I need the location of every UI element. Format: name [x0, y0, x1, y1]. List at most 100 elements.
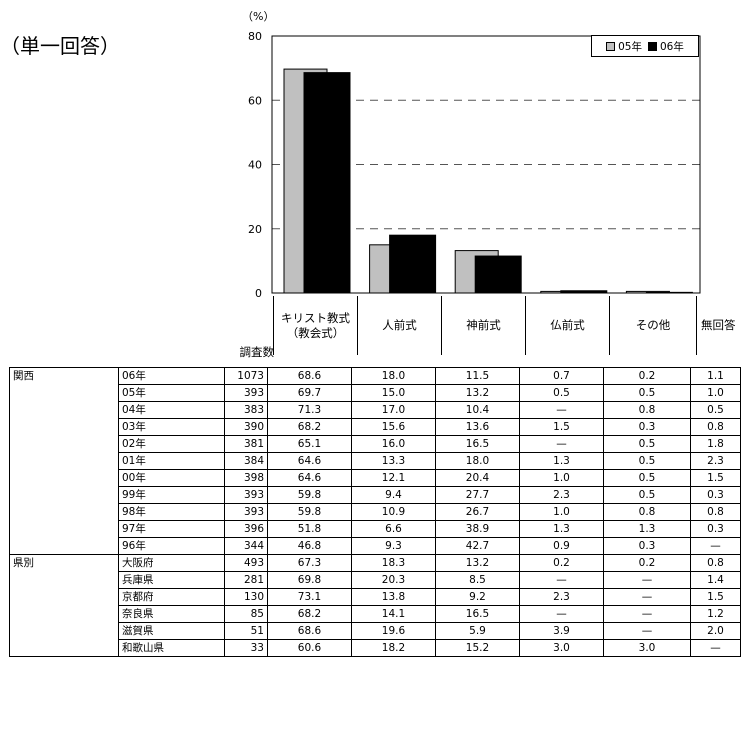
- cell-value: 27.7: [435, 486, 520, 504]
- cell-value: 18.0: [435, 452, 520, 470]
- cell-value: 59.8: [267, 486, 352, 504]
- row-group: [9, 469, 119, 487]
- row-label: 98年: [118, 503, 225, 521]
- cell-value: 59.8: [267, 503, 352, 521]
- cell-value: 9.3: [351, 537, 436, 555]
- heading: （単一回答）: [0, 34, 120, 58]
- cell-value: 0.8: [690, 503, 741, 521]
- table-row: 01年 384 64.6 13.3 18.0 1.3 0.5 2.3: [9, 452, 741, 470]
- bar-06: [303, 72, 351, 294]
- cell-value: 9.2: [435, 588, 520, 606]
- cell-value: 0.5: [603, 486, 691, 504]
- cell-value: 1.2: [690, 605, 741, 623]
- cell-value: 18.0: [351, 367, 436, 385]
- cell-value: 13.8: [351, 588, 436, 606]
- table-row: 98年 393 59.8 10.9 26.7 1.0 0.8 0.8: [9, 503, 741, 521]
- table-row: 03年 390 68.2 15.6 13.6 1.5 0.3 0.8: [9, 418, 741, 436]
- row-group: [9, 401, 119, 419]
- cell-value: 10.4: [435, 401, 520, 419]
- cell-value: 13.6: [435, 418, 520, 436]
- cell-value: 1.0: [690, 384, 741, 402]
- cell-value: 16.5: [435, 605, 520, 623]
- y-tick-label: 80: [248, 30, 262, 43]
- legend-swatch-06: [648, 41, 657, 51]
- cell-value: 0.5: [603, 469, 691, 487]
- cell-value: 69.8: [267, 571, 352, 589]
- cell-value: 3.0: [519, 639, 604, 657]
- legend-label-06: 06年: [660, 40, 684, 53]
- column-header: キリスト教式 （教会式）: [273, 296, 357, 355]
- cell-value: —: [690, 639, 741, 657]
- cell-value: 17.0: [351, 401, 436, 419]
- row-count: 130: [224, 588, 268, 606]
- cell-value: 14.1: [351, 605, 436, 623]
- row-label: 02年: [118, 435, 225, 453]
- cell-value: 73.1: [267, 588, 352, 606]
- row-label: 和歌山県: [118, 639, 225, 657]
- row-label: 04年: [118, 401, 225, 419]
- cell-value: 1.3: [519, 520, 604, 538]
- cell-value: 71.3: [267, 401, 352, 419]
- row-count: 384: [224, 452, 268, 470]
- cell-value: 16.0: [351, 435, 436, 453]
- cell-value: 1.5: [519, 418, 604, 436]
- cell-value: 0.8: [690, 554, 741, 572]
- row-group: [9, 622, 119, 640]
- cell-value: —: [603, 622, 691, 640]
- cell-value: 0.5: [603, 452, 691, 470]
- column-header: その他: [609, 296, 696, 355]
- table-row: 奈良県 85 68.2 14.1 16.5— —1.2: [9, 605, 741, 623]
- row-count: 1073: [224, 367, 268, 385]
- cell-value: 13.2: [435, 554, 520, 572]
- cell-value: —: [519, 571, 604, 589]
- cell-value: 16.5: [435, 435, 520, 453]
- row-label: 99年: [118, 486, 225, 504]
- row-count: 344: [224, 537, 268, 555]
- cell-value: —: [519, 401, 604, 419]
- table-row: 96年 344 46.8 9.3 42.7 0.9 0.3—: [9, 537, 741, 555]
- row-group: [9, 418, 119, 436]
- table-row: 京都府 130 73.1 13.8 9.2 2.3—1.5: [9, 588, 741, 606]
- column-header-line2: （教会式）: [286, 325, 345, 340]
- legend: 05年 06年: [591, 35, 699, 57]
- row-label: 京都府: [118, 588, 225, 606]
- cell-value: 1.1: [690, 367, 741, 385]
- row-label: 06年: [118, 367, 225, 385]
- column-header-line1: その他: [635, 318, 671, 332]
- cell-value: 13.2: [435, 384, 520, 402]
- table-row: 97年 396 51.8 6.6 38.9 1.3 1.3 0.3: [9, 520, 741, 538]
- table-row: 関西 06年 1073 68.6 18.0 11.5 0.7 0.2 1.1: [9, 367, 741, 385]
- cell-value: 0.5: [603, 435, 691, 453]
- y-tick-label: 20: [248, 223, 262, 236]
- cell-value: 6.6: [351, 520, 436, 538]
- row-label: 滋賀県: [118, 622, 225, 640]
- row-count: 493: [224, 554, 268, 572]
- cell-value: 26.7: [435, 503, 520, 521]
- cell-value: 2.3: [519, 486, 604, 504]
- table-row: 05年 393 69.7 15.0 13.2 0.5 0.5 1.0: [9, 384, 741, 402]
- cell-value: 46.8: [267, 537, 352, 555]
- cell-value: 3.9: [519, 622, 604, 640]
- cell-value: 0.8: [603, 401, 691, 419]
- cell-value: 1.4: [690, 571, 741, 589]
- cell-value: 1.8: [690, 435, 741, 453]
- cell-value: 18.3: [351, 554, 436, 572]
- n-header: 調査数: [239, 344, 275, 359]
- cell-value: —: [603, 588, 691, 606]
- row-group: [9, 452, 119, 470]
- table-row: 02年 381 65.1 16.0 16.5—0.5 1.8: [9, 435, 741, 453]
- table-row: 和歌山県 33 60.6 18.2 15.2 3.0 3.0—: [9, 639, 741, 657]
- row-group: [9, 503, 119, 521]
- bar-06: [389, 234, 437, 294]
- row-group: 県別: [9, 554, 119, 572]
- cell-value: 0.2: [519, 554, 604, 572]
- row-count: 85: [224, 605, 268, 623]
- cell-value: 68.6: [267, 367, 352, 385]
- table-row: 00年 398 64.6 12.1 20.4 1.0 0.5 1.5: [9, 469, 741, 487]
- row-label: 01年: [118, 452, 225, 470]
- row-label: 兵庫県: [118, 571, 225, 589]
- column-header-line1: 仏前式: [550, 318, 585, 332]
- cell-value: 65.1: [267, 435, 352, 453]
- cell-value: 38.9: [435, 520, 520, 538]
- row-count: 51: [224, 622, 268, 640]
